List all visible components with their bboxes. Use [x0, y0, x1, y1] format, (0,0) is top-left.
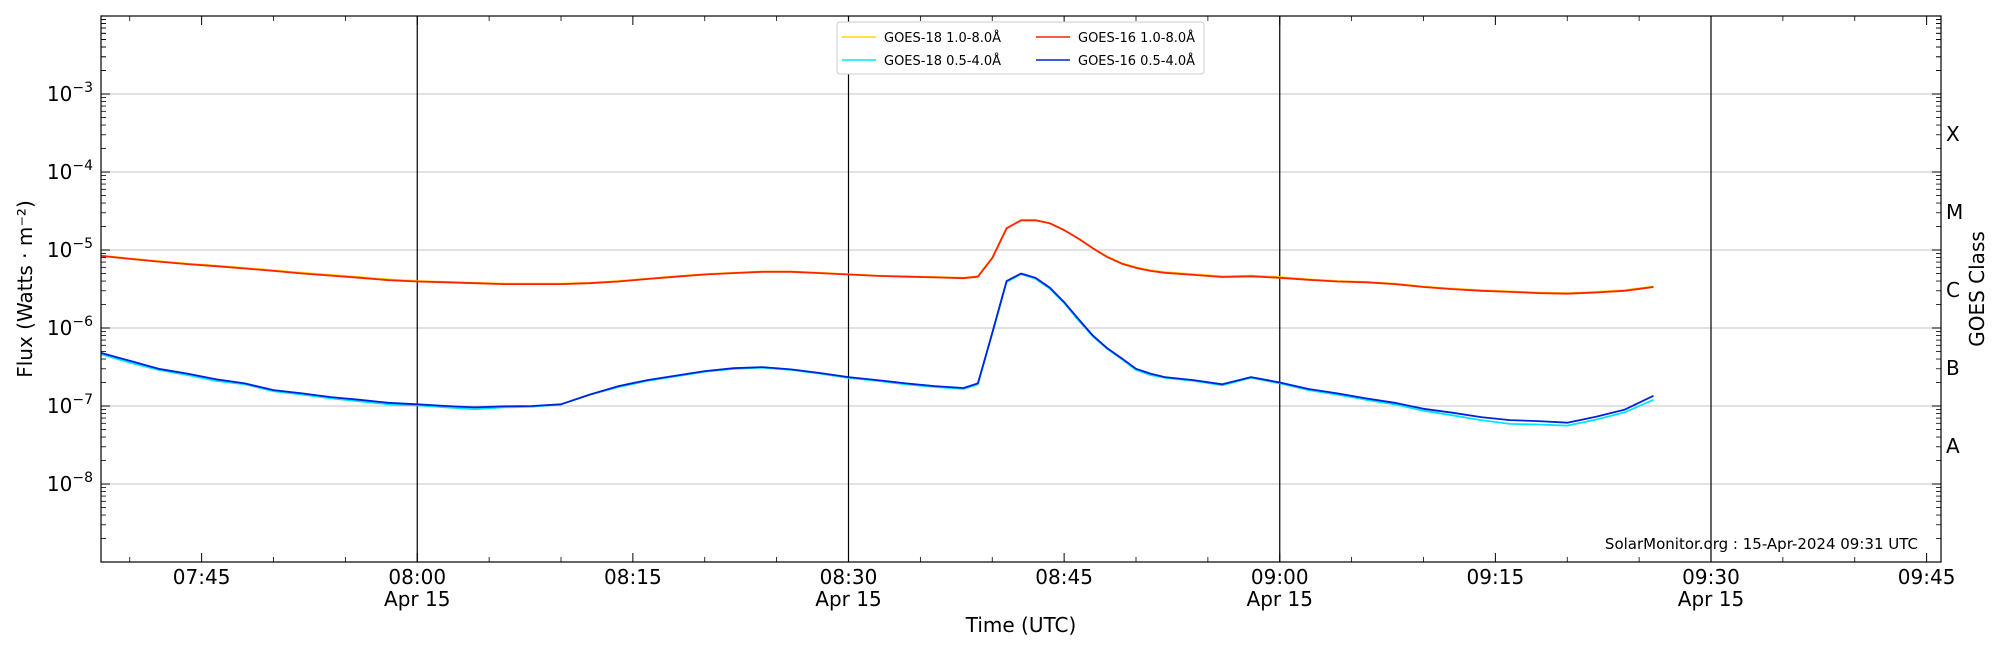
x-tick-label: 07:45: [173, 565, 231, 589]
x-tick-label: 09:45: [1898, 565, 1956, 589]
plot-frame: [100, 15, 1942, 563]
y-tick-label-base: 10: [47, 472, 72, 496]
y-axis-ticks: 10−810−710−610−510−410−3: [47, 19, 1941, 539]
y-tick-label-exponent: −6: [72, 314, 93, 330]
goes-class-label: A: [1946, 434, 1960, 458]
x-tick-label: 08:15: [604, 565, 662, 589]
y-tick-label-exponent: −5: [72, 236, 93, 252]
x-tick-label: 09:30: [1682, 565, 1740, 589]
x-tick-label: 08:30: [820, 565, 878, 589]
date-marker-lines: [416, 16, 1712, 562]
x-tick-date-label: Apr 15: [815, 587, 881, 611]
x-axis-title: Time (UTC): [965, 613, 1077, 637]
x-tick-label: 09:00: [1251, 565, 1309, 589]
y-tick-label: 10−3: [47, 80, 93, 106]
goes-class-label: C: [1946, 278, 1960, 302]
y-tick-label: 10−7: [47, 392, 93, 418]
y-tick-label-base: 10: [47, 82, 72, 106]
x-tick-label: 08:45: [1035, 565, 1093, 589]
series-line-4: [100, 272, 1654, 424]
x-tick-date-label: Apr 15: [384, 587, 450, 611]
x-tick-label: 08:00: [388, 565, 446, 589]
y-tick-label: 10−5: [47, 236, 93, 262]
goes-class-label: X: [1946, 122, 1960, 146]
y-tick-label: 10−4: [47, 158, 93, 184]
data-series: [100, 219, 1654, 427]
y-tick-label-exponent: −8: [72, 470, 93, 486]
y-axis-title: Flux (Watts · m⁻²): [13, 200, 37, 378]
goes-class-labels: X M C B A: [1946, 122, 1963, 458]
goes-class-label: M: [1946, 200, 1963, 224]
y-tick-label-base: 10: [47, 316, 72, 340]
series-line-2: [100, 219, 1654, 295]
grid: [101, 93, 1941, 485]
x-tick-date-label: Apr 15: [1247, 587, 1313, 611]
legend-label: GOES-16 0.5-4.0Å: [1078, 53, 1195, 69]
y-tick-label-exponent: −7: [72, 392, 93, 408]
y-tick-label-base: 10: [47, 160, 72, 184]
y-tick-label-base: 10: [47, 394, 72, 418]
goes-class-label: B: [1946, 356, 1960, 380]
legend-label: GOES-18 1.0-8.0Å: [884, 30, 1001, 46]
credit-text: SolarMonitor.org : 15-Apr-2024 09:31 UTC: [1605, 535, 1918, 553]
legend-label: GOES-16 1.0-8.0Å: [1078, 30, 1195, 46]
x-tick-date-label: Apr 15: [1678, 587, 1744, 611]
legend-label: GOES-18 0.5-4.0Å: [884, 53, 1001, 69]
y-tick-label: 10−6: [47, 314, 93, 340]
y-tick-label-exponent: −3: [72, 80, 93, 96]
y-tick-label-base: 10: [47, 238, 72, 262]
legend: GOES-18 1.0-8.0Å GOES-18 0.5-4.0Å GOES-16 …: [836, 21, 1205, 75]
y-tick-label: 10−8: [47, 470, 93, 496]
y-tick-label-exponent: −4: [72, 158, 93, 174]
right-axis-title: GOES Class: [1965, 231, 1989, 347]
legend-box: [836, 21, 1205, 75]
x-tick-label: 09:15: [1467, 565, 1525, 589]
series-line-3: [100, 273, 1654, 427]
